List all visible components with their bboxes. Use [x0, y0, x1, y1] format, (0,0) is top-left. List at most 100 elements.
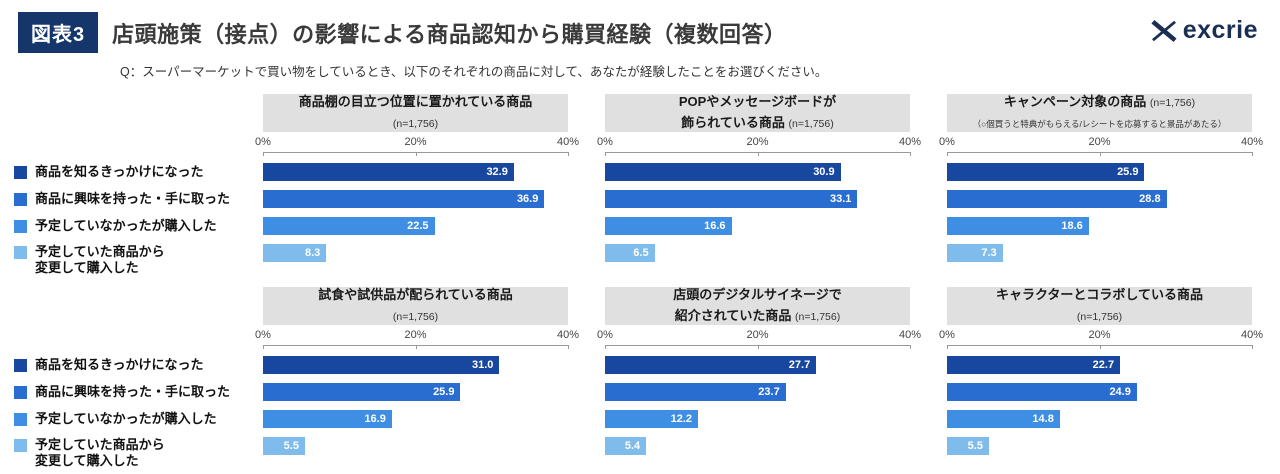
chart-title-segment: 飾られている商品: [681, 115, 789, 130]
bar-value: 28.8: [1139, 193, 1161, 205]
bar: 5.5: [947, 437, 989, 455]
chart-title-segment: (n=1,756): [794, 311, 841, 323]
chart: 商品棚の目立つ位置に置かれている商品 (n=1,756) 0% 20% 40% 32.9 3…: [255, 94, 579, 271]
axis-tick-label: 0%: [255, 329, 271, 341]
bar-row: 5.5: [947, 437, 1252, 455]
axis-tick-mark: [947, 345, 948, 349]
axis-tick-label: 0%: [597, 329, 613, 341]
legend-label: 商品に興味を持った・手に取った: [35, 384, 231, 399]
bar-value: 22.5: [407, 220, 429, 232]
bar: 18.6: [947, 217, 1089, 235]
bar-row: 28.8: [947, 190, 1252, 208]
chart: キャンペーン対象の商品 (n=1,756) （○個買うと特典がもらえる/レシートを…: [939, 94, 1263, 271]
legend-swatch: [14, 358, 27, 372]
chart-title-line: 店頭のデジタルサイネージで: [673, 285, 841, 306]
legend-item: 商品に興味を持った・手に取った: [14, 383, 263, 401]
bar-value: 5.4: [624, 440, 641, 452]
axis-tick-label: 0%: [939, 136, 955, 148]
page-title: 店頭施策（接点）の影響による商品認知から購買経験（複数回答）: [112, 21, 787, 47]
chart-title-segment: (n=1,756): [392, 118, 439, 130]
axis-tick-label: 40%: [898, 329, 922, 341]
chart: 店頭のデジタルサイネージで 紹介されていた商品 (n=1,756) 0% 20% 40%…: [597, 285, 921, 464]
chart-title: POPやメッセージボードが 飾られている商品 (n=1,756): [605, 94, 910, 132]
axis-tick-mark: [415, 345, 417, 349]
chart-title-line: キャラクターとコラボしている商品: [996, 285, 1203, 306]
legend-swatch: [14, 165, 27, 179]
x-axis: 0% 20% 40%: [597, 327, 921, 349]
bar: 30.9: [605, 163, 841, 181]
bar-value: 31.0: [471, 359, 494, 371]
bar-row: 30.9: [605, 163, 910, 181]
x-axis: 0% 20% 40%: [939, 134, 1263, 156]
legend-col: 商品を知るきっかけになった 商品に興味を持った・手に取った 予定していなかったが購入…: [14, 94, 263, 275]
legend-label: 予定していた商品から 変更して購入した: [35, 244, 165, 275]
bar-row: 33.1: [605, 190, 910, 208]
axis-tick-mark: [757, 152, 759, 156]
axis-tick-label: 20%: [404, 136, 427, 148]
legend-item: 予定していなかったが購入した: [14, 217, 263, 235]
bar-value: 5.5: [283, 440, 299, 452]
bar-row: 8.3: [263, 244, 568, 262]
chart-title: 試食や試供品が配られている商品 (n=1,756): [263, 287, 568, 325]
bars-area: 31.0 25.9 16.9 5.5: [263, 356, 568, 455]
legend-label: 予定していなかったが購入した: [35, 411, 217, 426]
chart-title-segment: キャラクターとコラボしている商品: [995, 287, 1204, 303]
axis-tick-label: 20%: [1088, 329, 1111, 341]
axis-tick-label: 20%: [746, 136, 769, 148]
legend-swatch: [14, 412, 27, 426]
bar-row: 18.6: [947, 217, 1252, 235]
legend-item: 予定していなかったが購入した: [14, 410, 263, 428]
bar-row: 6.5: [605, 244, 910, 262]
bar-row: 5.5: [263, 437, 568, 455]
bar: 32.9: [263, 163, 514, 181]
bar: 28.8: [947, 190, 1167, 208]
chart-title-segment: 店頭のデジタルサイネージで: [673, 287, 842, 303]
bar-row: 24.9: [947, 383, 1252, 401]
bar-row: 23.7: [605, 383, 910, 401]
chart-title-line: 紹介されていた商品 (n=1,756): [675, 306, 840, 327]
axis-tick-mark: [605, 345, 606, 349]
bar-row: 12.2: [605, 410, 910, 428]
chart-title-segment: 商品棚の目立つ位置に置かれている商品: [298, 94, 533, 110]
legend-swatch: [14, 385, 27, 399]
chart-title-segment: 試食や試供品が配られている商品: [318, 287, 513, 303]
bar: 5.4: [605, 437, 647, 455]
legend-label: 商品を知るきっかけになった: [35, 357, 204, 372]
legend-item: 商品を知るきっかけになった: [14, 163, 263, 181]
legend-label: 予定していた商品から 変更して購入した: [35, 437, 165, 468]
chart-title-line: (n=1,756): [1077, 306, 1122, 327]
bar-value: 24.9: [1109, 386, 1131, 398]
axis-tick-mark: [568, 345, 569, 349]
x-axis: 0% 20% 40%: [597, 134, 921, 156]
bar-value: 22.7: [1092, 359, 1115, 371]
bar-row: 22.5: [263, 217, 568, 235]
bar-row: 5.4: [605, 437, 910, 455]
question-text: Q：スーパーマーケットで買い物をしているとき、以下のそれぞれの商品に対して、あな…: [120, 65, 828, 79]
x-axis: 0% 20% 40%: [255, 327, 579, 349]
chart-title-segment: (n=1,756): [1076, 311, 1123, 323]
bar: 7.3: [947, 244, 1003, 262]
bar-value: 6.5: [633, 247, 649, 259]
axis-tick-mark: [415, 152, 417, 156]
chart-title-line: (n=1,756): [393, 306, 438, 327]
axis-tick-mark: [605, 152, 606, 156]
bar-row: 25.9: [947, 163, 1252, 181]
legend-label: 予定していなかったが購入した: [35, 218, 217, 233]
figure-badge: 図表3: [18, 12, 99, 53]
legend-item: 予定していた商品から 変更して購入した: [14, 437, 263, 468]
bar-value: 32.9: [486, 166, 508, 178]
bars-area: 32.9 36.9 22.5 8.3: [263, 163, 568, 262]
legend-swatch: [14, 192, 27, 206]
axis-tick-mark: [263, 345, 264, 349]
axis-tick-mark: [1252, 345, 1253, 349]
axis-tick-mark: [910, 152, 911, 156]
bar-value: 36.9: [516, 193, 539, 205]
chart: POPやメッセージボードが 飾られている商品 (n=1,756) 0% 20% 40% 3…: [597, 94, 921, 271]
bar: 22.5: [263, 217, 435, 235]
bar: 16.9: [263, 410, 392, 428]
charts-area: 商品を知るきっかけになった商品に興味を持った・手に取った 予定していなかったが購入…: [14, 94, 1280, 468]
axis-tick-mark: [757, 345, 759, 349]
axis-tick-label: 20%: [1088, 136, 1111, 148]
bar: 25.9: [263, 383, 461, 401]
bar-row: 36.9: [263, 190, 568, 208]
